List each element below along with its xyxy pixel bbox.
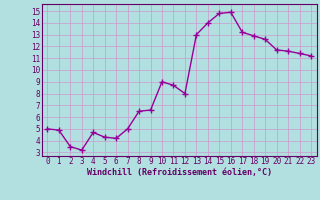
X-axis label: Windchill (Refroidissement éolien,°C): Windchill (Refroidissement éolien,°C)	[87, 168, 272, 177]
